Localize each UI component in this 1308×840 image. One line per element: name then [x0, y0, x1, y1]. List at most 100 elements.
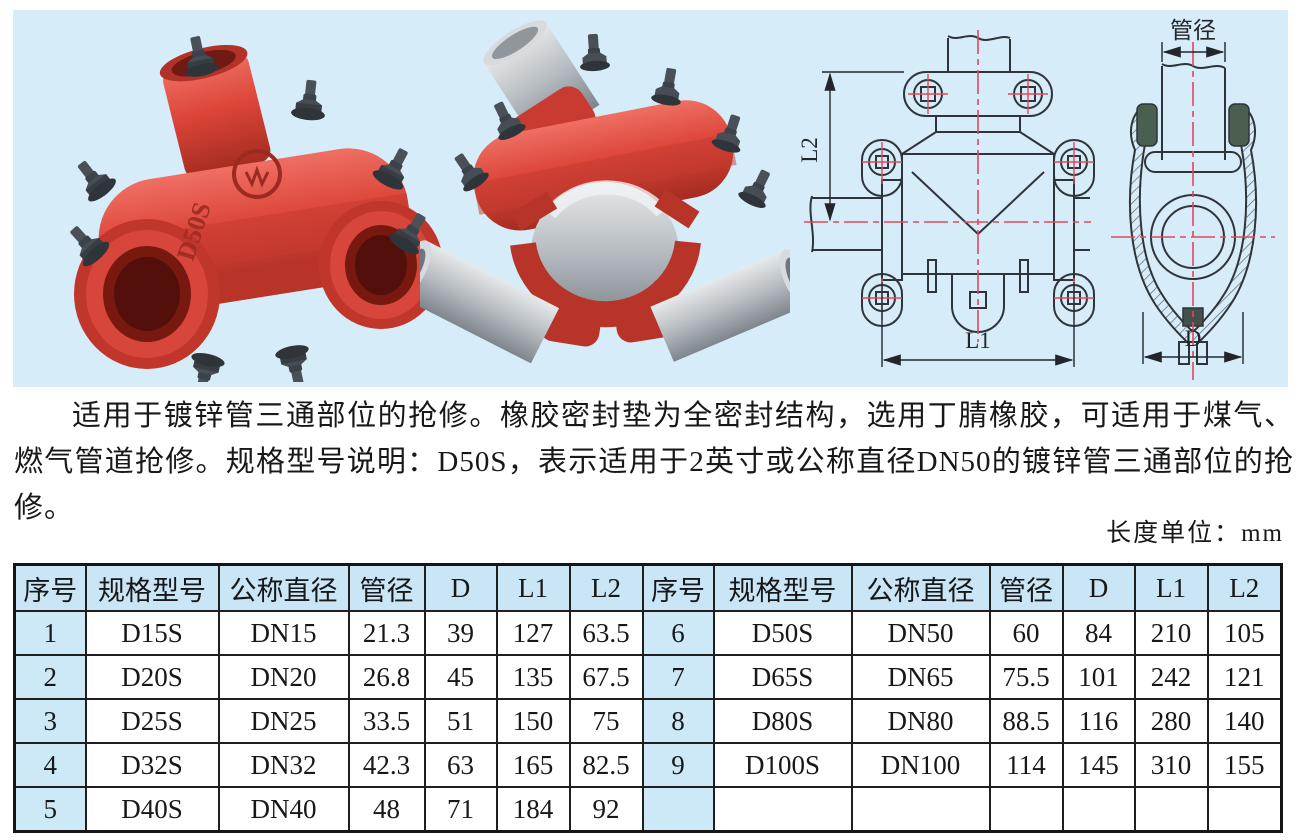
data-cell: D20S	[84, 654, 220, 700]
dim-label-d: D	[1185, 326, 1202, 351]
data-cell: 75.5	[988, 654, 1064, 700]
data-cell: 310	[1133, 742, 1209, 788]
serial-cell: 5	[13, 786, 87, 833]
data-cell: DN65	[850, 654, 991, 700]
data-cell: D15S	[84, 610, 220, 656]
serial-cell: 4	[13, 742, 87, 788]
data-cell: 88.5	[988, 698, 1064, 744]
data-cell: DN100	[850, 742, 991, 788]
header-cell: 规格型号	[84, 563, 220, 612]
table-header-row: 序号 规格型号 公称直径 管径 D L1 L2 序号 规格型号 公称直径 管径 D L1 L2	[13, 563, 1283, 612]
serial-cell: 9	[641, 742, 715, 788]
header-cell: 管径	[988, 563, 1064, 612]
data-cell: 101	[1061, 654, 1136, 700]
spec-table: 序号 规格型号 公称直径 管径 D L1 L2 序号 规格型号 公称直径 管径 D L1 L2 1 D15S D…	[13, 563, 1283, 833]
table-row: 2 D20S DN20 26.8 45 135 67.5 7 D65S DN65 75.5 101 24…	[13, 654, 1283, 700]
serial-cell: 1	[13, 610, 87, 656]
data-cell: 75	[568, 698, 644, 744]
serial-cell: 8	[641, 698, 715, 744]
data-cell: 145	[1061, 742, 1136, 788]
data-cell: 26.8	[347, 654, 426, 700]
data-cell: 105	[1206, 610, 1283, 656]
dim-label-l2: L2	[800, 137, 822, 163]
data-cell: 67.5	[568, 654, 644, 700]
data-cell: DN50	[850, 610, 991, 656]
data-cell: D32S	[84, 742, 220, 788]
drawing-side-view: 管径 D	[1111, 18, 1275, 380]
header-cell: 管径	[347, 563, 426, 612]
drawing-front-view: L2 L1	[800, 30, 1095, 367]
data-cell	[850, 786, 991, 833]
header-cell: 公称直径	[850, 563, 991, 612]
data-cell: DN25	[217, 698, 350, 744]
data-cell: 51	[423, 698, 498, 744]
data-cell: 84	[1061, 610, 1136, 656]
data-cell: 45	[423, 654, 498, 700]
data-cell: 150	[495, 698, 571, 744]
data-cell	[712, 786, 853, 833]
header-cell: D	[1061, 563, 1136, 612]
header-cell: L1	[495, 563, 571, 612]
header-cell: 公称直径	[217, 563, 350, 612]
data-cell: 21.3	[347, 610, 426, 656]
data-cell	[1206, 786, 1283, 833]
data-cell: 114	[988, 742, 1064, 788]
header-cell: 规格型号	[712, 563, 853, 612]
dim-label-pipe-diameter: 管径	[1170, 18, 1216, 43]
data-cell: 82.5	[568, 742, 644, 788]
data-cell: 280	[1133, 698, 1209, 744]
data-cell: D65S	[712, 654, 853, 700]
header-cell: L2	[568, 563, 644, 612]
data-cell: 121	[1206, 654, 1283, 700]
product-image-panel: D50S	[13, 10, 1288, 387]
product-photo-front: D50S	[60, 33, 443, 382]
data-cell: 140	[1206, 698, 1283, 744]
data-cell: 48	[347, 786, 426, 833]
data-cell: 127	[495, 610, 571, 656]
data-cell: 155	[1206, 742, 1283, 788]
data-cell: 165	[495, 742, 571, 788]
data-cell	[1061, 786, 1136, 833]
data-cell: DN32	[217, 742, 350, 788]
serial-cell: 3	[13, 698, 87, 744]
header-cell: L1	[1133, 563, 1209, 612]
data-cell: 135	[495, 654, 571, 700]
header-cell: L2	[1206, 563, 1283, 612]
data-cell: 242	[1133, 654, 1209, 700]
data-cell: 184	[495, 786, 571, 833]
data-cell: 63.5	[568, 610, 644, 656]
data-cell: 210	[1133, 610, 1209, 656]
serial-cell: 7	[641, 654, 715, 700]
data-cell: DN15	[217, 610, 350, 656]
product-photo-installed	[420, 20, 790, 364]
data-cell: 60	[988, 610, 1064, 656]
data-cell: 33.5	[347, 698, 426, 744]
data-cell: D50S	[712, 610, 853, 656]
table-row: 1 D15S DN15 21.3 39 127 63.5 6 D50S DN50 60 84 210 10…	[13, 610, 1283, 656]
data-cell: D40S	[84, 786, 220, 833]
data-cell: 92	[568, 786, 644, 833]
data-cell: DN80	[850, 698, 991, 744]
data-cell: 42.3	[347, 742, 426, 788]
data-cell: 39	[423, 610, 498, 656]
description-text: 适用于镀锌管三通部位的抢修。橡胶密封垫为全密封结构，选用丁腈橡胶，可适用于煤气、…	[14, 400, 1294, 524]
data-cell: 63	[423, 742, 498, 788]
serial-cell: 2	[13, 654, 87, 700]
unit-note: 长度单位：mm	[1106, 520, 1284, 547]
data-cell	[988, 786, 1064, 833]
data-cell: D80S	[712, 698, 853, 744]
data-cell: D25S	[84, 698, 220, 744]
header-cell: 序号	[13, 563, 87, 612]
header-cell: D	[423, 563, 498, 612]
data-cell: DN40	[217, 786, 350, 833]
dim-label-l1: L1	[965, 328, 991, 353]
serial-cell: 6	[641, 610, 715, 656]
data-cell	[1133, 786, 1209, 833]
table-row: 3 D25S DN25 33.5 51 150 75 8 D80S DN80 88.5 116 280 1…	[13, 698, 1283, 744]
table-row: 4 D32S DN32 42.3 63 165 82.5 9 D100S DN100 114 145 3…	[13, 742, 1283, 788]
serial-cell	[641, 786, 715, 833]
data-cell: 116	[1061, 698, 1136, 744]
data-cell: 71	[423, 786, 498, 833]
data-cell: D100S	[712, 742, 853, 788]
data-cell: DN20	[217, 654, 350, 700]
